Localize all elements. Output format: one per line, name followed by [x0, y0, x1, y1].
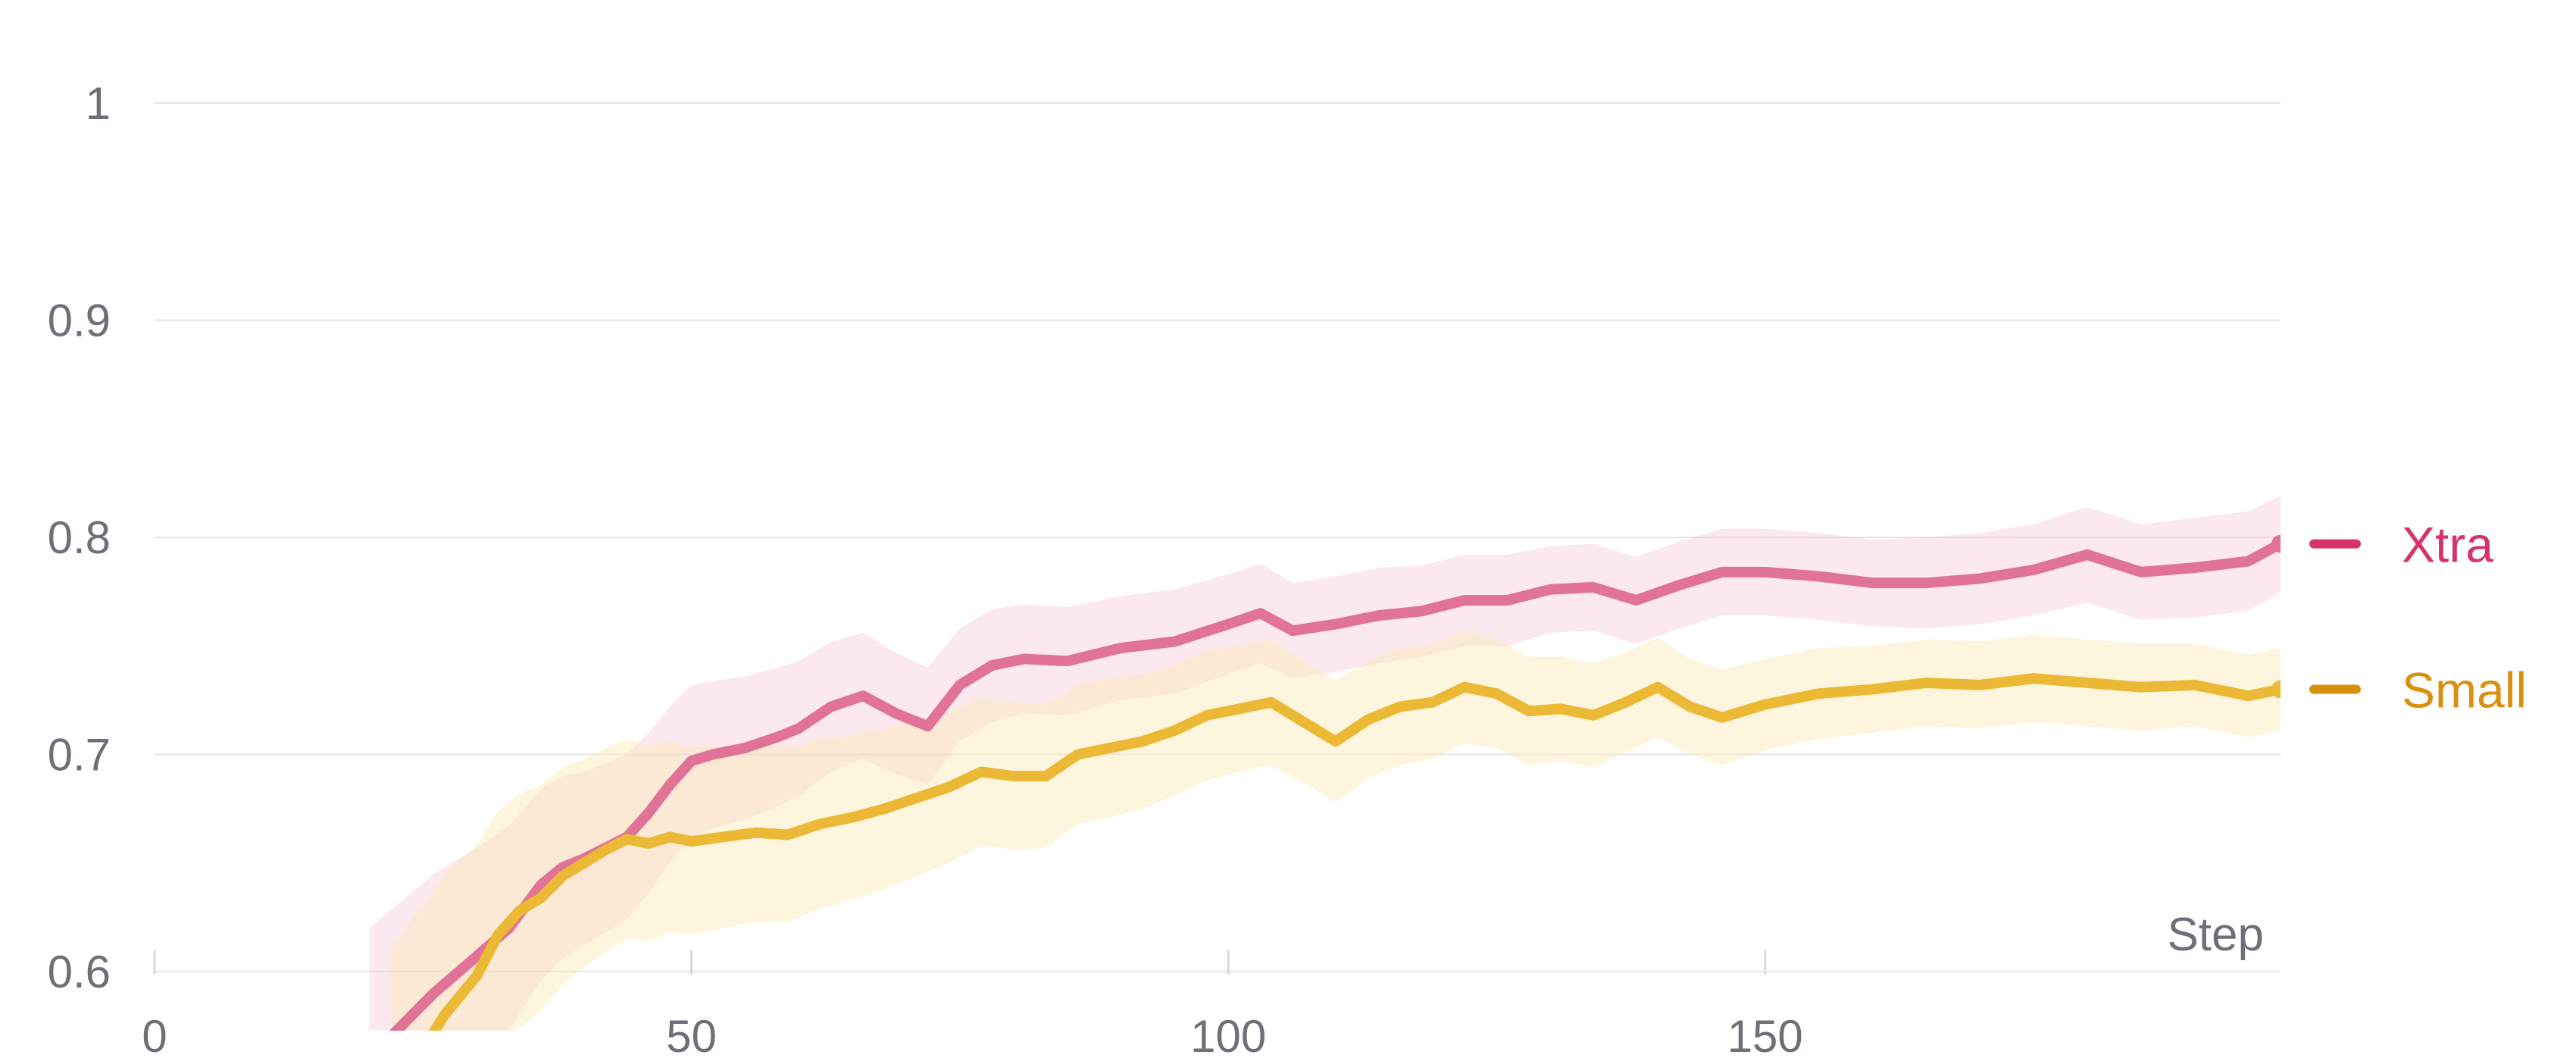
gridlines: [155, 102, 2281, 972]
x-tick-label: 100: [1190, 1011, 1266, 1061]
series-line-xtra: [389, 538, 2281, 1031]
x-tick-label: 150: [1727, 1011, 1803, 1061]
series-lines: [389, 534, 2281, 1031]
axis-ticks: 0.6 0.7 0.8 0.9 1 0 50 100 150: [48, 78, 1803, 1061]
legend-label-small: Small: [2402, 662, 2527, 718]
confidence-band-xtra: [369, 496, 2281, 1031]
legend: Xtra Small: [2309, 517, 2527, 718]
y-tick-label: 0.6: [48, 947, 111, 997]
y-tick-label: 1: [86, 78, 111, 129]
confidence-band-small: [390, 631, 2281, 1031]
x-axis-title: Step: [2167, 909, 2264, 961]
y-tick-label: 0.8: [48, 512, 111, 563]
series-line-small: [428, 673, 2281, 1031]
confidence-bands: [369, 496, 2281, 1031]
x-tick-label: 0: [142, 1011, 167, 1061]
series-end-point-small: [2271, 680, 2281, 699]
legend-label-xtra: Xtra: [2402, 517, 2493, 573]
series-end-point-xtra: [2271, 534, 2281, 553]
y-tick-label: 0.7: [48, 730, 111, 781]
x-tick-label: 50: [666, 1011, 717, 1061]
y-tick-label: 0.9: [48, 296, 111, 346]
